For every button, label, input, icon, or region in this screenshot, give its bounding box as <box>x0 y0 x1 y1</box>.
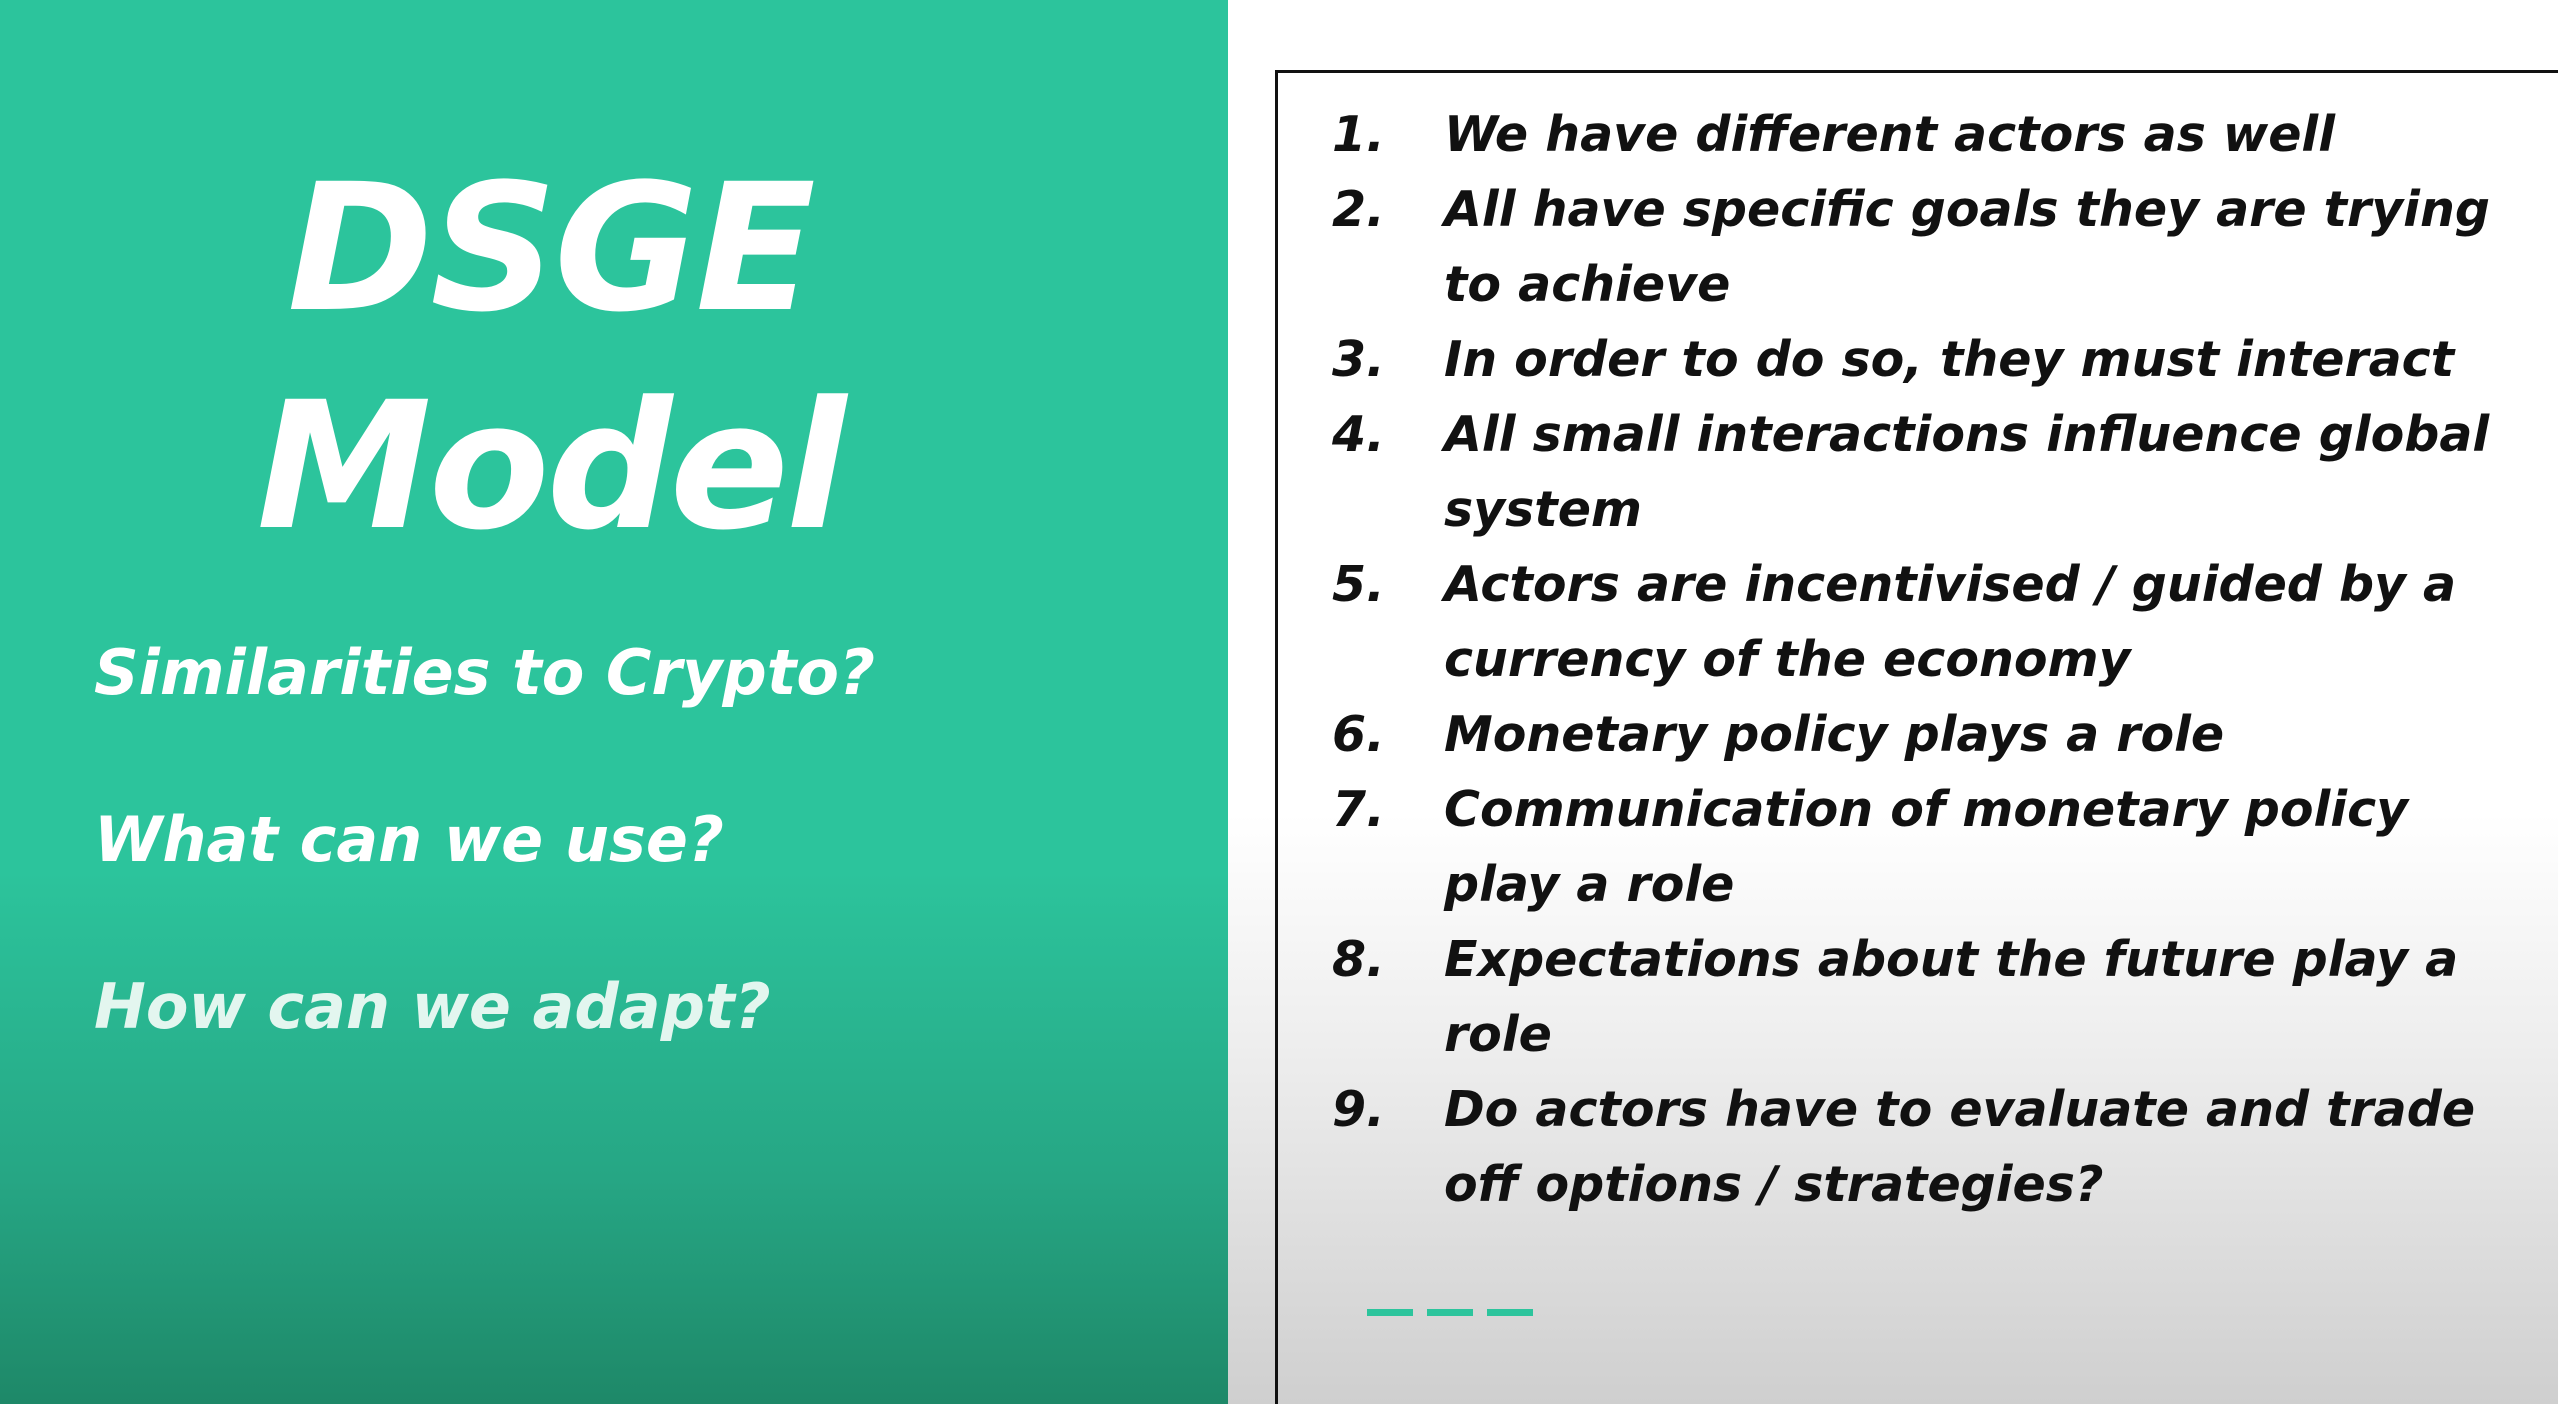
dash-mark <box>1427 1309 1473 1316</box>
title-panel: DSGE Model Similarities to Crypto? What … <box>0 0 1228 1404</box>
list-item: 7. Communication of monetary policy play… <box>1332 772 2532 922</box>
list-item: 6. Monetary policy plays a role <box>1332 697 2532 772</box>
list-item: 5. Actors are incentivised / guided by a… <box>1332 547 2532 697</box>
content-panel <box>1228 0 2558 1404</box>
title-line-1: DSGE <box>287 146 816 351</box>
list-item-text: Expectations about the future play a rol… <box>1444 931 2459 1063</box>
question-how-adapt: How can we adapt? <box>94 970 771 1043</box>
list-item-text: We have different actors as well <box>1444 106 2336 163</box>
dash-mark <box>1487 1309 1533 1316</box>
dash-mark <box>1367 1309 1413 1316</box>
list-item-text: All have specific goals they are trying … <box>1444 181 2490 313</box>
points-list: 1. We have different actors as well 2. A… <box>1332 97 2532 1222</box>
list-item-number: 1. <box>1332 106 1385 163</box>
list-item: 3. In order to do so, they must interact <box>1332 322 2532 397</box>
slide-title: DSGE Model <box>160 140 940 576</box>
list-item-number: 4. <box>1332 406 1385 463</box>
list-item-number: 7. <box>1332 781 1385 838</box>
list-item: 4. All small interactions influence glob… <box>1332 397 2532 547</box>
list-item-text: Do actors have to evaluate and trade off… <box>1444 1081 2476 1213</box>
list-item-number: 9. <box>1332 1081 1385 1138</box>
list-item-number: 8. <box>1332 931 1385 988</box>
list-item-text: Communication of monetary policy play a … <box>1444 781 2409 913</box>
list-item-text: Monetary policy plays a role <box>1444 706 2225 763</box>
question-what-use: What can we use? <box>94 803 724 876</box>
list-item-text: In order to do so, they must interact <box>1444 331 2455 388</box>
list-item-number: 2. <box>1332 181 1385 238</box>
question-similarities: Similarities to Crypto? <box>94 636 875 709</box>
list-item: 2. All have specific goals they are tryi… <box>1332 172 2532 322</box>
list-item-text: Actors are incentivised / guided by a cu… <box>1444 556 2457 688</box>
list-item-number: 6. <box>1332 706 1385 763</box>
list-item: 9. Do actors have to evaluate and trade … <box>1332 1072 2532 1222</box>
list-item: 1. We have different actors as well <box>1332 97 2532 172</box>
list-item-number: 3. <box>1332 331 1385 388</box>
list-item-number: 5. <box>1332 556 1385 613</box>
list-item: 8. Expectations about the future play a … <box>1332 922 2532 1072</box>
decorative-dashes <box>1367 1309 1533 1316</box>
points-box: 1. We have different actors as well 2. A… <box>1275 70 2558 1404</box>
title-line-2: Model <box>256 364 847 569</box>
list-item-text: All small interactions influence global … <box>1444 406 2490 538</box>
